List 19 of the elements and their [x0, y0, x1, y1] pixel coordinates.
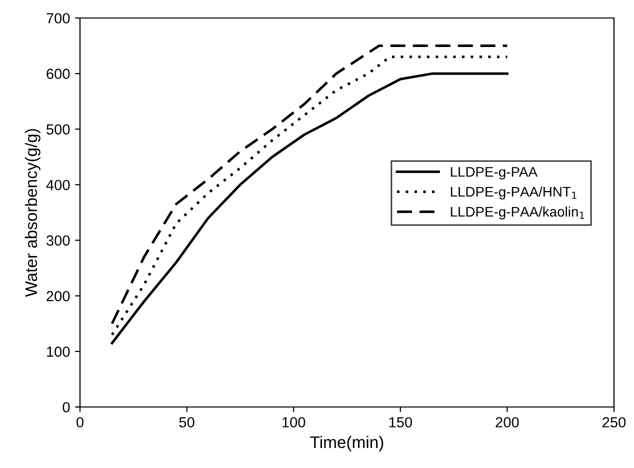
x-tick-label: 250 — [602, 417, 626, 428]
x-tick-label: 50 — [179, 417, 194, 428]
x-axis-title: Time(min) — [310, 436, 384, 452]
y-tick-label: 300 — [46, 235, 70, 246]
y-tick-label: 400 — [46, 180, 70, 190]
x-tick-label: 0 — [76, 417, 84, 428]
y-tick-label: 0 — [62, 402, 70, 412]
y-tick-label: 700 — [46, 13, 70, 24]
x-tick-label: 100 — [282, 417, 306, 428]
legend-label: LLDPE-g-PAA — [450, 167, 538, 180]
y-tick-label: 600 — [46, 68, 70, 79]
y-axis-title: Water absorbency(g/g) — [24, 129, 40, 297]
y-tick-label: 100 — [47, 346, 70, 357]
x-tick-label: 150 — [389, 417, 412, 428]
x-tick-label: 200 — [496, 417, 519, 428]
y-tick-label: 200 — [46, 290, 70, 302]
legend-label: LLDPE-g-PAA/HNT$_{1}$ — [450, 186, 576, 200]
legend-label: LLDPE-g-PAA/kaolin$_{1}$ — [450, 206, 584, 220]
y-tick-label: 500 — [46, 124, 70, 135]
